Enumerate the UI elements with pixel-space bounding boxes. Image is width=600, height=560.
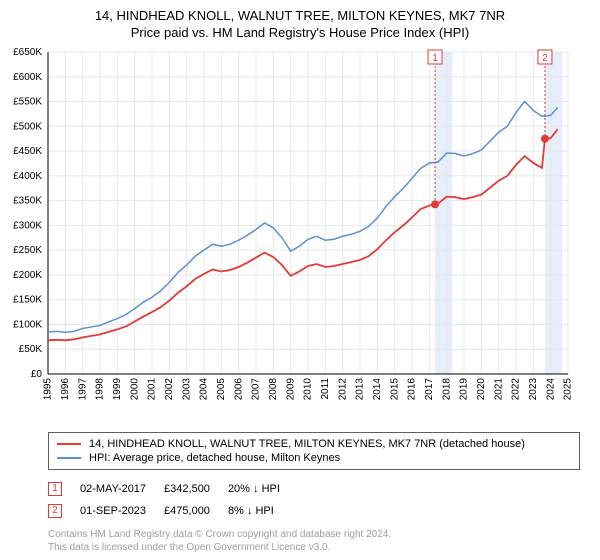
svg-text:£150K: £150K: [13, 295, 42, 306]
svg-text:2012: 2012: [337, 378, 348, 401]
svg-text:£600K: £600K: [13, 72, 42, 83]
svg-text:2000: 2000: [129, 378, 140, 401]
svg-text:2016: 2016: [407, 378, 418, 401]
svg-text:£300K: £300K: [13, 220, 42, 231]
legend-swatch: [57, 443, 81, 445]
footer-line-2: This data is licensed under the Open Gov…: [48, 541, 580, 554]
sale-hpi-diff: 8% ↓ HPI: [228, 500, 298, 522]
legend-swatch: [57, 457, 81, 459]
title-line-1: 14, HINDHEAD KNOLL, WALNUT TREE, MILTON …: [0, 8, 600, 23]
sale-row: 1 02-MAY-2017£342,50020% ↓ HPI: [48, 478, 298, 500]
svg-text:2015: 2015: [389, 378, 400, 401]
svg-text:£350K: £350K: [13, 196, 42, 207]
svg-text:1999: 1999: [112, 378, 123, 401]
svg-text:1: 1: [432, 53, 438, 64]
svg-text:2: 2: [542, 53, 548, 64]
sales-table: 1 02-MAY-2017£342,50020% ↓ HPI 2 01-SEP-202…: [48, 478, 580, 522]
svg-text:2006: 2006: [233, 378, 244, 401]
legend-label: HPI: Average price, detached house, Milt…: [89, 452, 340, 464]
svg-text:£500K: £500K: [13, 121, 42, 132]
svg-text:2014: 2014: [372, 378, 383, 401]
svg-text:2009: 2009: [285, 378, 296, 401]
svg-text:2021: 2021: [493, 378, 504, 401]
svg-text:2020: 2020: [476, 378, 487, 401]
svg-text:2004: 2004: [199, 378, 210, 401]
svg-text:2003: 2003: [181, 378, 192, 401]
svg-text:2007: 2007: [251, 378, 262, 401]
sale-price: £342,500: [164, 478, 228, 500]
legend-item: 14, HINDHEAD KNOLL, WALNUT TREE, MILTON …: [57, 437, 571, 451]
svg-text:2002: 2002: [164, 378, 175, 401]
svg-text:£200K: £200K: [13, 270, 42, 281]
svg-text:2018: 2018: [441, 378, 452, 401]
svg-text:2019: 2019: [459, 378, 470, 401]
svg-text:1996: 1996: [60, 378, 71, 401]
sale-hpi-diff: 20% ↓ HPI: [228, 478, 298, 500]
line-chart: £0 £50K £100K £150K £200K £250K £300K £350K £400…: [0, 44, 580, 416]
legend: 14, HINDHEAD KNOLL, WALNUT TREE, MILTON …: [48, 432, 580, 470]
sale-price: £475,000: [164, 500, 228, 522]
legend-label: 14, HINDHEAD KNOLL, WALNUT TREE, MILTON …: [89, 438, 525, 450]
svg-text:2023: 2023: [528, 378, 539, 401]
svg-text:£650K: £650K: [13, 47, 42, 58]
svg-text:£250K: £250K: [13, 245, 42, 256]
svg-text:1997: 1997: [77, 378, 88, 401]
sale-marker-badge: 1: [48, 482, 62, 496]
svg-text:1998: 1998: [95, 378, 106, 401]
svg-text:£550K: £550K: [13, 97, 42, 108]
sale-date: 01-SEP-2023: [80, 500, 164, 522]
sale-row: 2 01-SEP-2023£475,0008% ↓ HPI: [48, 500, 298, 522]
chart-title: 14, HINDHEAD KNOLL, WALNUT TREE, MILTON …: [0, 0, 600, 44]
svg-text:2005: 2005: [216, 378, 227, 401]
svg-text:2017: 2017: [424, 378, 435, 401]
svg-text:£400K: £400K: [13, 171, 42, 182]
footer: Contains HM Land Registry data © Crown c…: [48, 528, 580, 554]
sale-date: 02-MAY-2017: [80, 478, 164, 500]
svg-text:2011: 2011: [320, 378, 331, 400]
svg-text:2022: 2022: [511, 378, 522, 401]
svg-text:2008: 2008: [268, 378, 279, 401]
title-line-2: Price paid vs. HM Land Registry's House …: [0, 25, 600, 40]
svg-text:£0: £0: [31, 369, 43, 380]
svg-text:2024: 2024: [545, 378, 556, 401]
svg-text:1995: 1995: [43, 378, 54, 401]
svg-text:£100K: £100K: [13, 319, 42, 330]
svg-text:£450K: £450K: [13, 146, 42, 157]
svg-text:2013: 2013: [355, 378, 366, 401]
svg-text:2001: 2001: [147, 378, 158, 401]
legend-item: HPI: Average price, detached house, Milt…: [57, 451, 571, 465]
svg-text:£50K: £50K: [19, 344, 43, 355]
svg-text:2010: 2010: [303, 378, 314, 401]
sale-marker-badge: 2: [48, 504, 62, 518]
footer-line-1: Contains HM Land Registry data © Crown c…: [48, 528, 580, 541]
svg-text:2025: 2025: [563, 378, 574, 401]
chart-area: £0 £50K £100K £150K £200K £250K £300K £350K £400…: [0, 44, 600, 428]
